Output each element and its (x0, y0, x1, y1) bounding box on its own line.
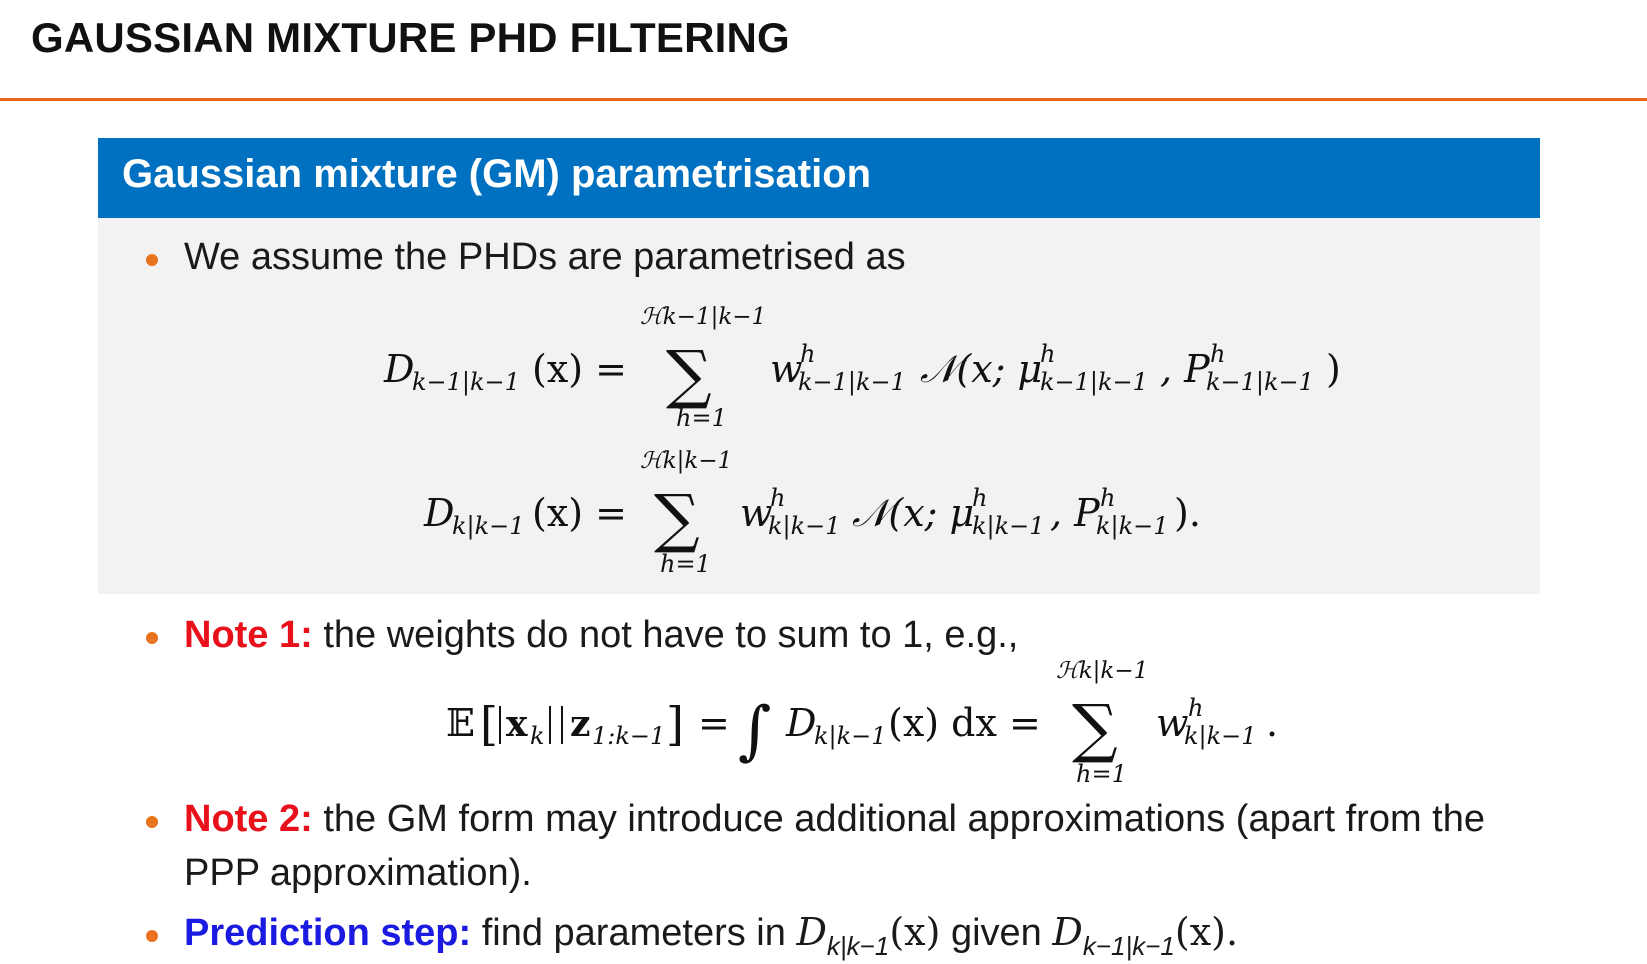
eq3-sum-lower: h=1 (1076, 760, 1127, 788)
equation-3: 𝔼 [ x k z 1:k−1 ] = ∫ D k|k−1 (x) dx = ℋ… (446, 658, 1278, 788)
bullet-prediction (146, 930, 158, 942)
eq3-w-sub: k|k−1 (1184, 722, 1257, 751)
eq3-d-sub: k|k−1 (814, 722, 887, 751)
block-body (98, 218, 1540, 594)
note-1-text: the weights do not have to sum to 1, e.g… (323, 614, 1019, 656)
eq3-z: z (570, 703, 590, 745)
bullet-1-text: We assume the PHDs are parametrised as (184, 236, 906, 278)
eq2-comma-p: , P (1050, 491, 1101, 535)
eq2-w-sub: k|k−1 (768, 512, 841, 541)
note-1-label: Note 1: (184, 614, 313, 656)
eq2-sum-upper: ℋk|k−1 (640, 448, 732, 474)
eq1-normal: 𝒩(x; μ (920, 347, 1042, 391)
prediction-d1-sub: k|k−1 (826, 931, 890, 961)
prediction-d2-sub: k−1|k−1 (1082, 931, 1175, 961)
eq3-x-sub: k (530, 722, 545, 750)
eq3-z-sub: 1:k−1 (592, 722, 665, 750)
eq1-sum-upper: ℋk−1|k−1 (640, 304, 766, 330)
prediction-d1-arg: (x) (889, 910, 941, 954)
prediction-d2: D (1052, 910, 1083, 954)
eq3-d-arg: (x) dx = (888, 701, 1041, 745)
prediction-label: Prediction step: (184, 912, 472, 954)
prediction-d1: D (796, 910, 827, 954)
eq1-sum-sign: ∑ (666, 338, 712, 412)
equation-1: D k−1|k−1 (x) = ℋk−1|k−1 ∑ h=1 w h k−1|k… (383, 304, 1341, 432)
block-title: Gaussian mixture (GM) parametrisation (122, 152, 872, 196)
block-header: Gaussian mixture (GM) parametrisation (98, 138, 1540, 218)
eq1-w: w (770, 347, 803, 391)
eq3-integral: ∫ (738, 694, 771, 768)
eq1-p-sup: h (1210, 340, 1225, 368)
eq1-close: ) (1326, 347, 1341, 391)
prediction-text: find parameters in (481, 912, 786, 954)
eq3-sum-sign: ∑ (1072, 692, 1118, 766)
eq2-sum-sign: ∑ (654, 482, 700, 556)
eq2-close: ). (1174, 491, 1201, 535)
eq3-d: D (785, 701, 816, 745)
eq2-p-sub: k|k−1 (1096, 512, 1169, 541)
eq2-w: w (740, 491, 773, 535)
prediction-line: Prediction step: find parameters in Dk|k… (184, 910, 1238, 962)
prediction-given: given (950, 912, 1042, 954)
eq1-lhs-sub: k−1|k−1 (412, 368, 520, 397)
eq3-equals: = (698, 701, 730, 745)
eq3-w-sup: h (1188, 694, 1203, 722)
prediction-d2-arg: (x). (1174, 910, 1239, 954)
note-2-label: Note 2: (184, 798, 313, 840)
eq3-sum-upper: ℋk|k−1 (1056, 658, 1148, 684)
eq3-x: x (506, 703, 528, 745)
bullet-note-2 (146, 816, 158, 828)
eq1-mu-sup: h (1040, 340, 1055, 368)
eq2-w-sup: h (770, 484, 785, 512)
eq2-sum-lower: h=1 (660, 550, 711, 578)
note-2-line-2: PPP approximation). (184, 852, 532, 894)
eq2-normal: 𝒩(x; μ (852, 491, 974, 535)
eq1-p-sub: k−1|k−1 (1206, 368, 1314, 397)
eq2-p-sup: h (1100, 484, 1115, 512)
eq1-w-sup: h (800, 340, 815, 368)
eq1-w-sub: k−1|k−1 (798, 368, 906, 397)
title-divider (0, 98, 1647, 101)
eq2-mu-sub: k|k−1 (972, 512, 1045, 541)
eq2-lhs-sub: k|k−1 (452, 512, 525, 541)
eq3-expectation: 𝔼 (446, 701, 475, 745)
eq1-lhs-d: D (383, 347, 414, 391)
eq3-w: w (1156, 701, 1189, 745)
slide-title: GAUSSIAN MIXTURE PHD FILTERING (31, 14, 790, 61)
note-2-line-1: Note 2: the GM form may introduce additi… (184, 798, 1485, 841)
eq2-lhs-d: D (423, 491, 454, 535)
note-1-line: Note 1: the weights do not have to sum t… (184, 614, 1018, 657)
eq1-comma-p: , P (1160, 347, 1211, 391)
eq2-mu-sup: h (972, 484, 987, 512)
eq3-bracket-open: [ (480, 697, 498, 751)
bullet-1 (146, 254, 158, 266)
eq1-mu-sub: k−1|k−1 (1040, 368, 1148, 397)
eq2-lhs-arg: (x) = (532, 491, 627, 535)
eq1-sum-lower: h=1 (676, 404, 727, 432)
note-2-text: the GM form may introduce additional app… (323, 798, 1485, 840)
bullet-note-1 (146, 632, 158, 644)
eq1-lhs-arg: (x) = (532, 347, 627, 391)
eq3-bracket-close: ] (666, 697, 684, 751)
eq3-end: . (1266, 701, 1278, 745)
equation-2: D k|k−1 (x) = ℋk|k−1 ∑ h=1 w h k|k−1 𝒩(x… (423, 448, 1201, 578)
